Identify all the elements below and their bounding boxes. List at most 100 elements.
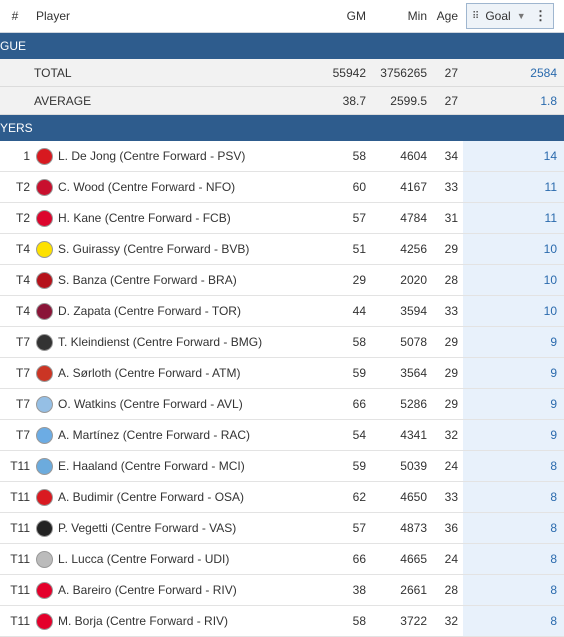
- player-age: 33: [444, 490, 458, 504]
- player-cell: C. Wood (Centre Forward - NFO): [36, 172, 326, 202]
- player-row[interactable]: T11 M. Borja (Centre Forward - RIV) 58 3722…: [0, 606, 564, 637]
- player-row[interactable]: T7 T. Kleindienst (Centre Forward - BMG) 5…: [0, 327, 564, 358]
- player-row[interactable]: T4 D. Zapata (Centre Forward - TOR) 44 3594…: [0, 296, 564, 327]
- player-cell: A. Bareiro (Centre Forward - RIV): [36, 575, 326, 605]
- player-name-link[interactable]: T. Kleindienst (Centre Forward - BMG): [58, 335, 263, 349]
- summary-age: 27: [444, 65, 458, 80]
- summary-goal: 1.8: [540, 93, 557, 108]
- player-row[interactable]: T11 P. Vegetti (Centre Forward - VAS) 57 48…: [0, 513, 564, 544]
- player-name-link[interactable]: A. Budimir (Centre Forward - OSA): [58, 490, 245, 504]
- player-cell: T. Kleindienst (Centre Forward - BMG): [36, 327, 326, 357]
- player-min: 4167: [400, 180, 427, 194]
- player-name-link[interactable]: C. Wood (Centre Forward - NFO): [58, 180, 236, 194]
- player-age: 34: [444, 149, 458, 163]
- players-section-label: YERS: [0, 121, 33, 135]
- player-row[interactable]: T11 E. Haaland (Centre Forward - MCI) 59 50…: [0, 451, 564, 482]
- player-name-link[interactable]: P. Vegetti (Centre Forward - VAS): [58, 521, 237, 535]
- summary-min: 3756265: [380, 65, 427, 80]
- goal-cell-background: [463, 265, 564, 295]
- club-logo-icon: [36, 581, 53, 599]
- club-logo-icon: [36, 240, 53, 258]
- player-rank: T7: [15, 366, 30, 380]
- league-section-label: GUE: [0, 39, 27, 53]
- player-rank: T7: [15, 397, 30, 411]
- player-rank: T7: [15, 428, 30, 442]
- goal-cell-background: [463, 172, 564, 202]
- player-rank: T2: [15, 211, 30, 225]
- goal-column-header[interactable]: ⠿ Goal ▼ ⋮: [466, 3, 554, 29]
- player-name-link[interactable]: D. Zapata (Centre Forward - TOR): [58, 304, 241, 318]
- player-name-link[interactable]: S. Banza (Centre Forward - BRA): [58, 273, 237, 287]
- player-name-link[interactable]: A. Martínez (Centre Forward - RAC): [58, 428, 251, 442]
- player-row[interactable]: T11 L. Lucca (Centre Forward - UDI) 66 4665…: [0, 544, 564, 575]
- player-name-link[interactable]: L. Lucca (Centre Forward - UDI): [58, 552, 230, 566]
- player-name-link[interactable]: M. Borja (Centre Forward - RIV): [58, 614, 229, 628]
- min-column-header[interactable]: Min: [407, 9, 427, 23]
- player-row[interactable]: T4 S. Guirassy (Centre Forward - BVB) 51 42…: [0, 234, 564, 265]
- drag-handle-icon[interactable]: ⠿: [472, 10, 480, 22]
- player-name-link[interactable]: H. Kane (Centre Forward - FCB): [58, 211, 231, 225]
- player-row[interactable]: 1 L. De Jong (Centre Forward - PSV) 58 4604…: [0, 141, 564, 172]
- player-rank: T4: [15, 304, 30, 318]
- player-age: 28: [444, 583, 458, 597]
- player-age: 32: [444, 428, 458, 442]
- player-rank: T11: [10, 552, 30, 566]
- player-gm: 58: [352, 335, 366, 349]
- player-cell: S. Guirassy (Centre Forward - BVB): [36, 234, 326, 264]
- player-column-header[interactable]: Player: [36, 9, 71, 23]
- player-gm: 57: [352, 521, 366, 535]
- player-name-link[interactable]: A. Sørloth (Centre Forward - ATM): [58, 366, 241, 380]
- player-gm: 58: [352, 149, 366, 163]
- sort-descending-icon[interactable]: ▼: [516, 11, 526, 21]
- player-cell: D. Zapata (Centre Forward - TOR): [36, 296, 326, 326]
- rank-column-header[interactable]: #: [11, 9, 19, 23]
- player-name-link[interactable]: L. De Jong (Centre Forward - PSV): [58, 149, 246, 163]
- player-gm: 62: [352, 490, 366, 504]
- goal-cell-background: [463, 544, 564, 574]
- club-logo-icon: [36, 271, 53, 289]
- player-age: 29: [444, 366, 458, 380]
- player-cell: A. Budimir (Centre Forward - OSA): [36, 482, 326, 512]
- goal-cell-background: [463, 327, 564, 357]
- player-row[interactable]: T7 O. Watkins (Centre Forward - AVL) 66 528…: [0, 389, 564, 420]
- player-row[interactable]: T11 A. Budimir (Centre Forward - OSA) 62 46…: [0, 482, 564, 513]
- player-age: 24: [444, 459, 458, 473]
- player-name-link[interactable]: S. Guirassy (Centre Forward - BVB): [58, 242, 250, 256]
- player-rank: T4: [15, 273, 30, 287]
- table-header: # Player GM Min Age ⠿ Goal ▼ ⋮: [0, 0, 564, 33]
- player-age: 28: [444, 273, 458, 287]
- player-row[interactable]: T4 S. Banza (Centre Forward - BRA) 29 2020 2…: [0, 265, 564, 296]
- player-age: 33: [444, 304, 458, 318]
- player-row[interactable]: T7 A. Martínez (Centre Forward - RAC) 54 43…: [0, 420, 564, 451]
- player-row[interactable]: T7 A. Sørloth (Centre Forward - ATM) 59 356…: [0, 358, 564, 389]
- gm-column-header[interactable]: GM: [346, 9, 366, 23]
- player-row[interactable]: T11 A. Bareiro (Centre Forward - RIV) 38 26…: [0, 575, 564, 606]
- goal-cell-background: [463, 389, 564, 419]
- player-name-link[interactable]: A. Bareiro (Centre Forward - RIV): [58, 583, 237, 597]
- player-row[interactable]: T2 H. Kane (Centre Forward - FCB) 57 4784 31…: [0, 203, 564, 234]
- club-logo-icon: [36, 147, 53, 165]
- summary-gm: 38.7: [342, 93, 366, 108]
- player-cell: A. Martínez (Centre Forward - RAC): [36, 420, 326, 450]
- goal-cell-background: [463, 482, 564, 512]
- player-min: 5078: [400, 335, 427, 349]
- player-age: 29: [444, 242, 458, 256]
- player-goal: 8: [550, 490, 557, 504]
- player-gm: 54: [352, 428, 366, 442]
- player-min: 5039: [400, 459, 427, 473]
- player-gm: 66: [352, 552, 366, 566]
- age-column-header[interactable]: Age: [436, 9, 458, 23]
- player-cell: L. Lucca (Centre Forward - UDI): [36, 544, 326, 574]
- player-age: 36: [444, 521, 458, 535]
- player-rank: T11: [10, 583, 30, 597]
- summary-age: 27: [444, 93, 458, 108]
- player-goal: 10: [543, 273, 557, 287]
- player-min: 4873: [400, 521, 427, 535]
- league-section-header: GUE: [0, 33, 564, 59]
- column-menu-icon[interactable]: ⋮: [534, 8, 547, 23]
- player-name-link[interactable]: O. Watkins (Centre Forward - AVL): [58, 397, 243, 411]
- player-goal: 8: [550, 459, 557, 473]
- player-row[interactable]: T2 C. Wood (Centre Forward - NFO) 60 4167 33…: [0, 172, 564, 203]
- player-name-link[interactable]: E. Haaland (Centre Forward - MCI): [58, 459, 245, 473]
- player-goal: 11: [544, 211, 557, 225]
